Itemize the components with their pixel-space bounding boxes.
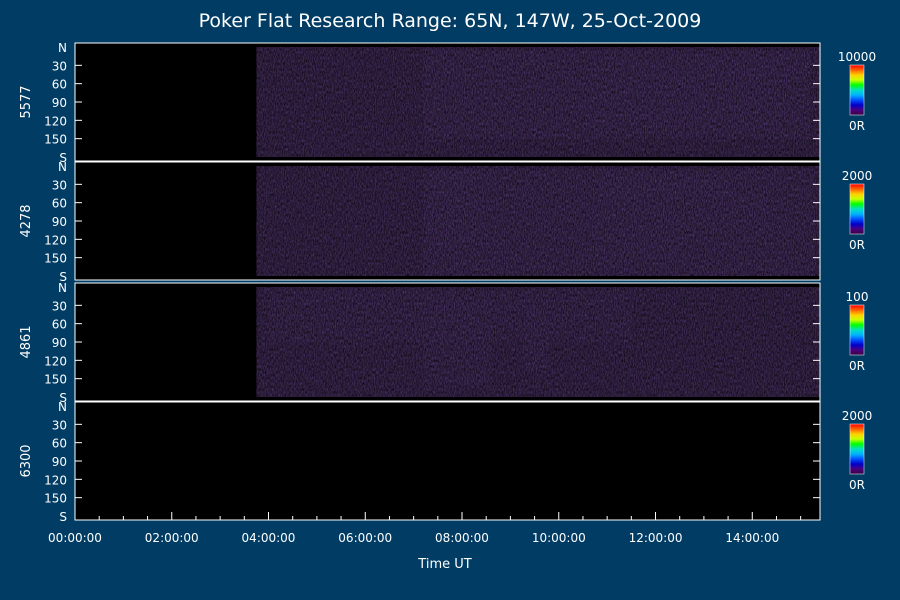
panel-label: 5577 (19, 85, 34, 118)
y-tick-label: 90 (52, 96, 67, 110)
x-axis-label: Time UT (417, 557, 471, 572)
y-tick-label: 60 (52, 437, 67, 451)
color-scale-min: 0R (849, 478, 865, 492)
color-scale-bar (849, 183, 865, 235)
keogram-panels: 5577NS3060901201504278NS3060901201504861… (19, 41, 821, 524)
panel-5577: 5577 N S 30 60 90 120 150 (19, 41, 821, 165)
emission-region (432, 172, 472, 191)
panel-4278: 4278 N S 30 60 90 120 150 (19, 160, 821, 284)
y-bottom-label: S (59, 270, 67, 284)
y-bottom-label: S (59, 151, 67, 165)
color-scale-bar (849, 423, 865, 475)
y-tick-label: 150 (44, 373, 67, 387)
y-top-label: N (58, 281, 67, 295)
emission-region (505, 50, 540, 63)
color-scale-4278: 2000 0R (842, 169, 873, 252)
y-bottom-label: S (59, 391, 67, 405)
y-tick-label: 120 (44, 114, 67, 128)
y-tick-label: 90 (52, 455, 67, 469)
y-tick-label: 60 (52, 318, 67, 332)
y-tick-label: 30 (52, 59, 67, 73)
x-tick-label: 08:00:00 (435, 531, 489, 545)
aurora-emission (256, 47, 820, 157)
y-tick-label: 30 (52, 418, 67, 432)
x-tick-label: 00:00:00 (48, 531, 102, 545)
y-tick-label: 150 (44, 492, 67, 506)
y-tick-label: 30 (52, 299, 67, 313)
color-scales: 10000 0R 2000 0R 100 0R 2000 0R (838, 50, 876, 492)
color-scale-6300: 2000 0R (842, 409, 873, 492)
panel-6300: 6300 N S 30 60 90 120 150 (19, 400, 821, 524)
aurora-emission (256, 287, 820, 397)
y-top-label: N (58, 41, 67, 55)
color-scale-max: 100 (846, 290, 869, 304)
color-scale-max: 10000 (838, 50, 876, 64)
color-scale-min: 0R (849, 359, 865, 373)
x-tick-label: 14:00:00 (725, 531, 779, 545)
emission-region (428, 50, 453, 72)
color-scale-bar (849, 64, 865, 116)
emission-region (423, 299, 492, 385)
y-tick-label: 60 (52, 197, 67, 211)
panel-label: 4861 (19, 325, 34, 358)
color-scale-min: 0R (849, 238, 865, 252)
panel-label: 6300 (19, 444, 34, 477)
x-tick-label: 06:00:00 (338, 531, 392, 545)
y-tick-label: 60 (52, 78, 67, 92)
emission-region (689, 178, 767, 234)
chart-title: Poker Flat Research Range: 65N, 147W, 25… (198, 10, 702, 32)
x-axis: 00:00:00 02:00:00 04:00:00 06:00:00 08:00:00… (48, 512, 802, 545)
color-scale-min: 0R (849, 119, 865, 133)
color-scale-max: 2000 (842, 409, 873, 423)
y-tick-label: 30 (52, 178, 67, 192)
y-tick-label: 90 (52, 336, 67, 350)
x-tick-label: 02:00:00 (145, 531, 199, 545)
emission-region (524, 299, 550, 373)
y-top-label: N (58, 160, 67, 174)
y-tick-label: 120 (44, 354, 67, 368)
y-tick-label: 120 (44, 233, 67, 247)
color-scale-5577: 10000 0R (838, 50, 876, 133)
color-scale-bar (849, 304, 865, 356)
plot-area (75, 402, 820, 520)
y-tick-label: 150 (44, 252, 67, 266)
panel-label: 4278 (19, 204, 34, 237)
y-tick-label: 120 (44, 473, 67, 487)
panel-4861: 4861 N S 30 60 90 120 150 (19, 281, 821, 405)
x-tick-label: 12:00:00 (629, 531, 683, 545)
x-tick-label: 04:00:00 (242, 531, 296, 545)
y-tick-label: 90 (52, 215, 67, 229)
emission-region (684, 56, 811, 78)
aurora-emission (256, 166, 820, 276)
y-bottom-label: S (59, 510, 67, 524)
color-scale-4861: 100 0R (846, 290, 869, 373)
y-top-label: N (58, 400, 67, 414)
color-scale-max: 2000 (842, 169, 873, 183)
x-tick-label: 10:00:00 (532, 531, 586, 545)
y-tick-label: 150 (44, 133, 67, 147)
